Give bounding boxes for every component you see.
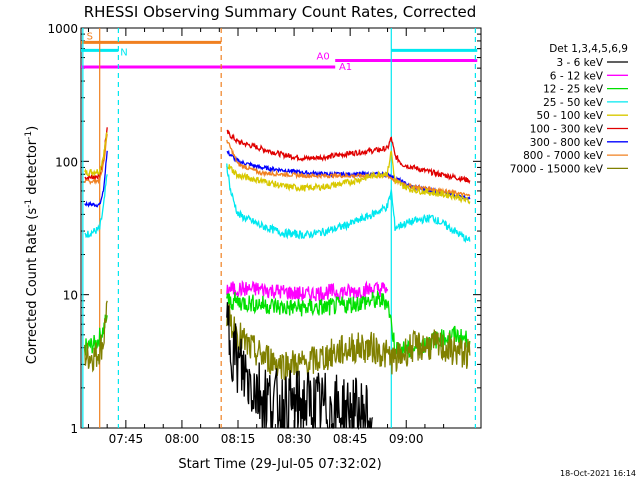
y-tick-label: 100	[55, 155, 78, 169]
series-12-25-kev	[84, 314, 108, 356]
y-axis-label: Corrected Count Rate (s-1 detector-1)	[24, 126, 40, 364]
legend-label-3-6-kev: 3 - 6 keV	[556, 57, 603, 69]
series-25-50-kev	[84, 174, 108, 239]
axes: 07:45 08:00 08:15 08:30 08:45 09:00 1 10 100 1000	[47, 22, 482, 446]
y-label-end: )	[25, 126, 40, 131]
x-axis-label: Start Time (29-Jul-05 07:32:02)	[178, 457, 381, 472]
series-7000-15000-kev	[84, 300, 108, 373]
series-25-50-kev	[226, 163, 471, 244]
x-tick-label: 08:00	[165, 432, 200, 446]
x-tick-label: 09:00	[389, 432, 424, 446]
series-50-100-kev	[84, 131, 108, 177]
bar-label-n: N	[120, 47, 127, 58]
x-tick-label: 08:15	[221, 432, 256, 446]
legend-label-6-12-kev: 6 - 12 keV	[550, 70, 604, 82]
series-300-800-kev	[84, 150, 108, 208]
attenuator-bars: S N A0 A1	[81, 31, 478, 73]
legend-label-100-300-kev: 100 - 300 keV	[530, 124, 604, 136]
series-800-7000-kev	[226, 139, 471, 198]
y-label-sup1: -1	[24, 199, 34, 208]
y-label-mid: detector	[25, 139, 40, 199]
vertical-markers	[82, 28, 476, 428]
legend-label-800-7000-kev: 800 - 7000 keV	[523, 150, 604, 162]
series-100-300-kev	[226, 129, 471, 185]
series-12-25-kev	[226, 289, 471, 360]
y-label-main: Corrected Count Rate (s	[25, 208, 40, 365]
y-tick-label: 10	[63, 289, 78, 303]
series-800-7000-kev	[84, 133, 108, 186]
footer-date: 18-Oct-2021 16:14	[560, 469, 636, 478]
chart-title: RHESSI Observing Summary Count Rates, Co…	[84, 3, 477, 21]
series-lines	[84, 127, 471, 431]
legend-label-25-50-kev: 25 - 50 keV	[543, 97, 604, 109]
series-3-6-kev	[226, 302, 374, 431]
x-tick-label: 07:45	[109, 432, 144, 446]
x-tick-label: 08:45	[333, 432, 368, 446]
series-7000-15000-kev	[226, 303, 471, 382]
y-tick-label: 1000	[47, 22, 78, 36]
legend-label-7000-15000-kev: 7000 - 15000 keV	[510, 163, 604, 175]
y-label-sup2: -1	[24, 131, 34, 140]
bar-label-a0: A0	[317, 52, 330, 63]
bar-label-s: S	[87, 31, 93, 42]
legend-label-12-25-kev: 12 - 25 keV	[543, 84, 604, 96]
legend-title: Det 1,3,4,5,6,9	[549, 43, 628, 55]
series-6-12-kev	[226, 279, 389, 303]
x-tick-label: 08:30	[277, 432, 312, 446]
series-50-100-kev	[226, 150, 471, 205]
y-tick-label: 1	[70, 422, 78, 436]
bar-label-a1: A1	[339, 62, 352, 73]
legend-label-300-800-kev: 300 - 800 keV	[530, 137, 604, 149]
legend-label-50-100-kev: 50 - 100 keV	[536, 110, 603, 122]
